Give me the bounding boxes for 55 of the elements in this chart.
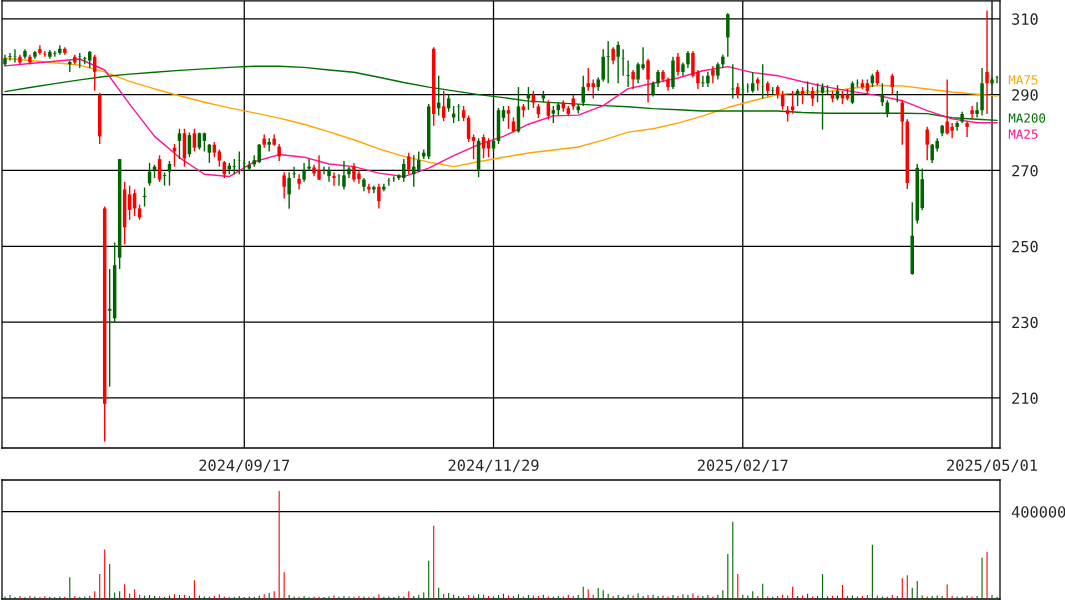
candlestick [790,90,795,115]
x-tick-label: 2024/11/29 [448,459,539,473]
candlestick [985,9,989,115]
candlestick [995,74,999,84]
candlestick [302,162,306,183]
y-tick-label: 230 [1012,316,1038,329]
candlestick [726,12,730,58]
candlestick [441,90,446,122]
candlestick [631,69,635,90]
candlestick [177,128,182,160]
candlestick [412,154,416,188]
y-tick-label: 270 [1012,164,1038,177]
candlestick [925,126,929,161]
y-tick-label: 310 [1012,13,1038,25]
series-label: MA200 [1008,113,1046,123]
candlestick [342,160,346,191]
candlestick [38,44,42,56]
candlestick [167,160,172,187]
candlestick [307,158,311,172]
candlestick [676,52,680,77]
candlestick [616,40,620,84]
y-tick-label: 250 [1012,240,1038,253]
candlestick [711,65,715,84]
y-tick-label: 210 [1012,392,1038,405]
candlestick [626,59,630,88]
candlestick [965,120,969,138]
series-label: MA75 [1008,75,1038,85]
candlestick [297,173,301,191]
candlestick [172,143,177,168]
candlestick [192,128,197,153]
x-tick-label: 2024/09/17 [199,459,290,473]
x-tick-label: 2025/05/01 [947,459,1037,473]
candlestick [850,80,855,105]
candlestick [975,101,979,119]
candlestick [506,105,511,130]
x-tick-label: 2025/02/17 [697,459,788,473]
y-tick-label: 400000 [1011,506,1065,518]
candlestick [282,171,286,200]
candlestick [815,82,820,103]
candlestick [751,71,755,94]
candlestick [955,120,959,132]
y-tick-label: 290 [1012,89,1038,101]
candlestick [372,184,376,194]
candlestick [601,48,605,83]
candlestick [377,183,381,210]
candlestick [58,44,62,56]
candlestick [332,171,336,187]
candlestick [621,48,625,77]
candlestick [471,133,476,160]
candlestick [970,105,974,120]
candlestick [606,40,610,84]
series-label: MA25 [1008,129,1038,139]
candlestick [646,57,650,104]
candlestick [407,151,411,175]
candlestick [287,171,291,210]
